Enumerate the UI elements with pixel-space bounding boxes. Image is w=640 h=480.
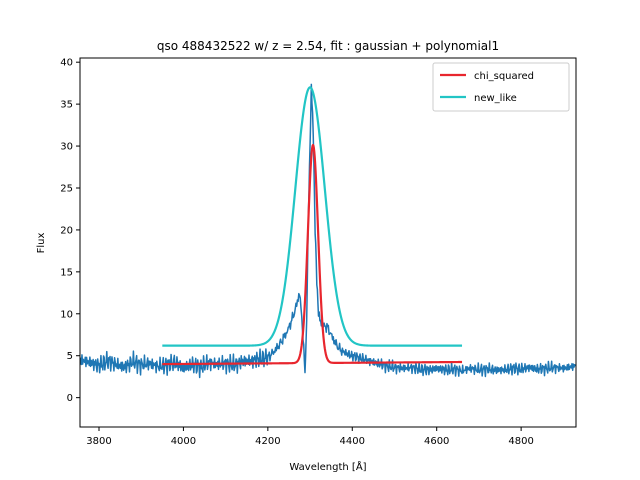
plot-area	[80, 83, 576, 379]
x-tick-label: 4200	[255, 436, 280, 447]
y-axis-label: Flux	[36, 233, 47, 254]
legend-label-chi-squared: chi_squared	[474, 71, 534, 82]
legend-label-new-like: new_like	[474, 93, 517, 104]
legend-box	[432, 62, 570, 112]
series-line-new-like	[161, 86, 463, 347]
y-tick-label: 40	[60, 58, 73, 69]
x-tick-label: 4000	[171, 436, 196, 447]
y-axis-ticks: 0 5 10 15 20 25 30 35 40	[60, 58, 80, 404]
series-line-spectrum	[80, 83, 576, 379]
y-tick-label: 20	[60, 225, 73, 236]
x-tick-label: 4400	[340, 436, 365, 447]
y-tick-label: 35	[60, 100, 73, 111]
y-tick-label: 30	[60, 142, 73, 153]
y-tick-label: 10	[60, 309, 73, 320]
y-tick-label: 0	[67, 393, 73, 404]
x-axis-label: Wavelength [Å]	[289, 460, 366, 473]
x-tick-label: 3800	[86, 436, 111, 447]
y-tick-label: 25	[60, 183, 73, 194]
y-tick-label: 5	[67, 351, 73, 362]
series-line-chi-squared	[161, 143, 463, 366]
axes-frame	[79, 57, 577, 428]
legend: chi_squared new_like	[432, 62, 570, 112]
chart-title: qso 488432522 w/ z = 2.54, fit : gaussia…	[157, 39, 499, 53]
x-tick-label: 4600	[424, 436, 449, 447]
y-tick-label: 15	[60, 267, 73, 278]
x-axis-ticks: 3800 4000 4200 4400 4600 4800	[86, 427, 534, 447]
x-tick-label: 4800	[508, 436, 533, 447]
